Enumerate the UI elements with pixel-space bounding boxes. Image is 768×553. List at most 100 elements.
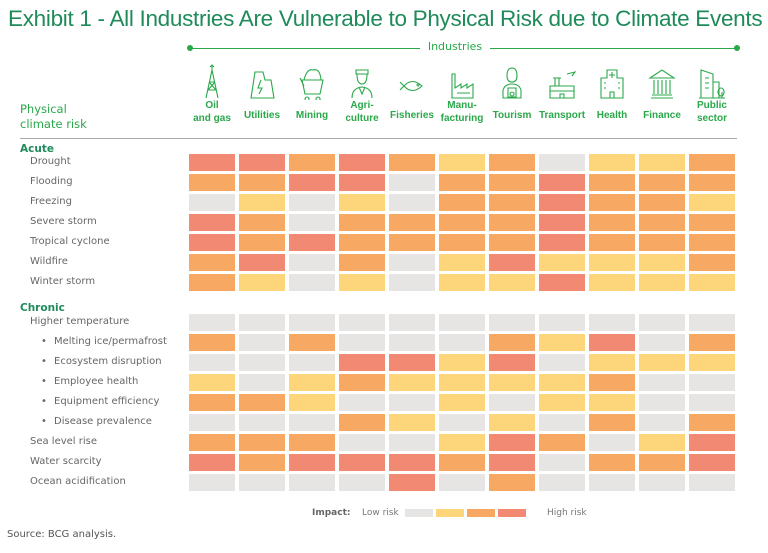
column-header: Utilities xyxy=(237,110,287,123)
heatmap-cell xyxy=(639,374,685,391)
heatmap-cell xyxy=(639,274,685,291)
heatmap-cell xyxy=(689,454,735,471)
heatmap-cell xyxy=(189,154,235,171)
heatmap-cell xyxy=(689,334,735,351)
power-plant-icon xyxy=(237,64,287,100)
heatmap-cell xyxy=(439,174,485,191)
column-header-line: sector xyxy=(696,112,727,124)
row-header-line: Physical xyxy=(20,102,67,116)
bullet-icon: • xyxy=(41,356,47,367)
heatmap-cell xyxy=(489,234,535,251)
heatmap-cell xyxy=(289,454,335,471)
column-header-line: Mining xyxy=(295,110,329,121)
heatmap-cell xyxy=(639,234,685,251)
column-header: Tourism xyxy=(487,110,537,123)
heatmap-cell xyxy=(539,174,585,191)
heatmap-cell xyxy=(489,174,535,191)
heatmap-cell xyxy=(439,454,485,471)
heatmap-cell xyxy=(339,334,385,351)
heatmap-cell xyxy=(589,354,635,371)
heatmap-cell xyxy=(689,414,735,431)
row-label: Sea level rise xyxy=(30,436,98,447)
heatmap-cell xyxy=(389,414,435,431)
row-label: Employee health xyxy=(54,376,139,387)
heatmap-cell xyxy=(289,374,335,391)
row-label: Drought xyxy=(30,156,71,167)
heatmap-cell xyxy=(339,254,385,271)
heatmap-cell xyxy=(589,394,635,411)
heatmap-cell xyxy=(239,334,285,351)
heatmap-cell xyxy=(689,434,735,451)
heatmap-cell xyxy=(489,154,535,171)
heatmap-cell xyxy=(239,234,285,251)
heatmap-cell xyxy=(339,434,385,451)
heatmap-cell xyxy=(339,374,385,391)
heatmap-cell xyxy=(439,334,485,351)
heatmap-cell xyxy=(489,414,535,431)
heatmap-cell xyxy=(289,434,335,451)
heatmap-cell xyxy=(539,214,585,231)
heatmap-cell xyxy=(339,194,385,211)
heatmap-cell xyxy=(289,354,335,371)
heatmap-cell xyxy=(289,314,335,331)
heatmap-cell xyxy=(439,154,485,171)
row-label: Winter storm xyxy=(30,276,96,287)
column-header: Oil and gas xyxy=(187,100,237,125)
heatmap-cell xyxy=(189,394,235,411)
heatmap-cell xyxy=(389,454,435,471)
heatmap-cell xyxy=(239,314,285,331)
row-label: Wildfire xyxy=(30,256,68,267)
heatmap-cell xyxy=(589,214,635,231)
heatmap-cell xyxy=(239,274,285,291)
heatmap-cell xyxy=(539,254,585,271)
column-header: Public sector xyxy=(687,100,737,125)
heatmap-cell xyxy=(339,454,385,471)
hospital-icon xyxy=(587,64,637,100)
heatmap-cell xyxy=(489,314,535,331)
column-header-line: Transport xyxy=(538,110,586,121)
heatmap-cell xyxy=(539,474,585,491)
heatmap-cell xyxy=(689,274,735,291)
heatmap-cell xyxy=(289,194,335,211)
column-header-line: Oil xyxy=(205,100,219,111)
heatmap-cell xyxy=(589,314,635,331)
column-header-line: Utilities xyxy=(243,110,281,121)
heatmap-cell xyxy=(539,434,585,451)
legend-low: Low risk xyxy=(362,508,399,518)
heatmap-cell xyxy=(639,434,685,451)
column-header: Mining xyxy=(287,110,337,123)
legend-swatch-1 xyxy=(436,509,464,517)
airport-icon xyxy=(537,64,587,100)
heatmap-cell xyxy=(639,414,685,431)
column-header: Fisheries xyxy=(387,110,437,123)
industries-label: Industries xyxy=(420,40,490,53)
heatmap-cell xyxy=(589,154,635,171)
heatmap-cell xyxy=(389,194,435,211)
heatmap-cell xyxy=(589,434,635,451)
column-header-line: Health xyxy=(596,110,628,121)
heatmap-cell xyxy=(689,474,735,491)
heatmap-cell xyxy=(439,354,485,371)
heatmap-cell xyxy=(439,414,485,431)
heatmap-cell xyxy=(189,434,235,451)
bullet-icon: • xyxy=(41,416,47,427)
heatmap-cell xyxy=(589,374,635,391)
column-header-line: Agri- xyxy=(350,100,374,111)
heatmap-cell xyxy=(489,334,535,351)
heatmap-cell xyxy=(389,434,435,451)
heatmap-cell xyxy=(689,214,735,231)
mine-cart-icon xyxy=(287,64,337,102)
heatmap-cell xyxy=(489,474,535,491)
heatmap-cell xyxy=(339,234,385,251)
heatmap-cell xyxy=(539,454,585,471)
heatmap-cell xyxy=(339,214,385,231)
heatmap-cell xyxy=(239,354,285,371)
heatmap-cell xyxy=(439,434,485,451)
heatmap-cell xyxy=(639,194,685,211)
heatmap-cell xyxy=(539,234,585,251)
heatmap-cell xyxy=(539,354,585,371)
section-label: Chronic xyxy=(20,302,65,314)
heatmap-cell xyxy=(239,374,285,391)
heatmap-cell xyxy=(339,174,385,191)
